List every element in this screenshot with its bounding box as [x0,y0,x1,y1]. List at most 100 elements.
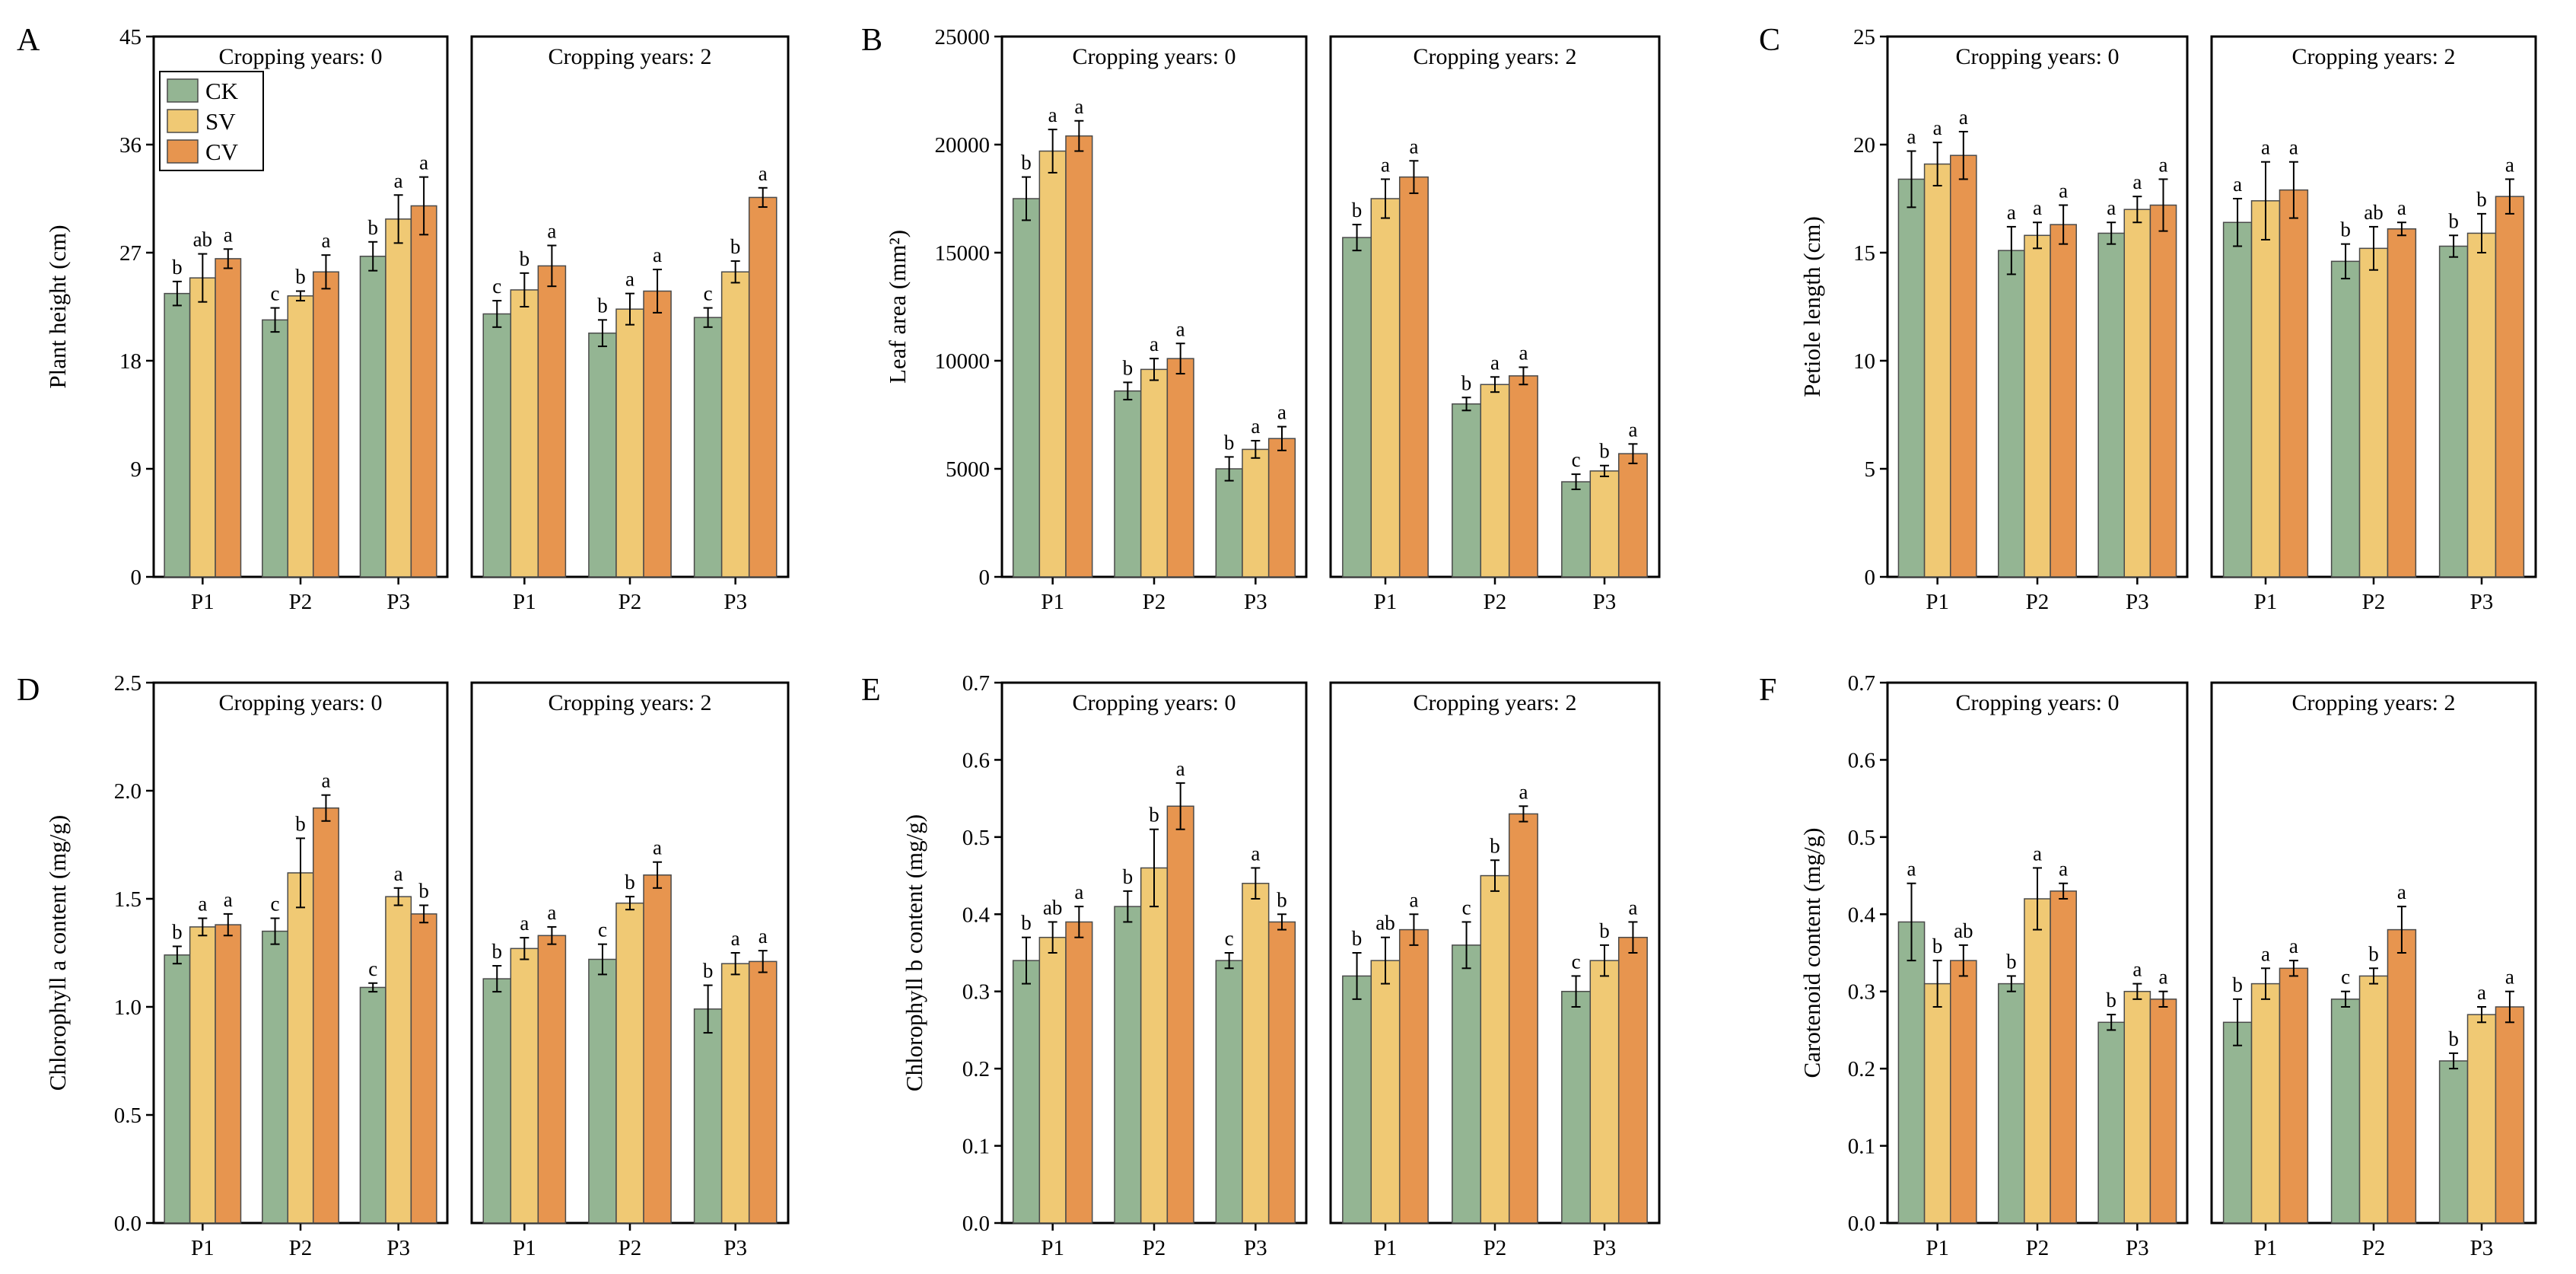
bar-cv [748,196,778,578]
significance-label: b [2448,209,2459,232]
bar-cv [2149,204,2177,578]
significance-label: a [419,151,428,174]
facet-title: Cropping years: 2 [1414,690,1577,715]
significance-label: c [1225,927,1234,950]
bar-ck [2097,1021,2126,1224]
bar-ck [1897,178,1926,578]
y-tick-label: 25 [1853,25,1875,49]
bar-ck [359,986,386,1224]
y-tick-label: 10 [1853,349,1875,374]
significance-label: b [295,265,306,288]
y-tick-label: 0.0 [1848,1212,1875,1236]
y-tick-label: 9 [131,457,142,482]
bar-sv [1923,163,1951,578]
y-tick-label: 5000 [946,457,990,482]
y-tick-label: 0.1 [1848,1135,1875,1159]
significance-label: c [704,282,713,305]
y-tick-label: 0 [1865,565,1876,590]
x-tick-label: P3 [724,1236,747,1260]
panel-letter: B [861,23,883,58]
y-tick-label: 20000 [935,133,991,158]
bar-sv [1038,150,1067,578]
bar-ck [1452,403,1482,578]
x-tick-label: P2 [1143,1236,1166,1260]
significance-label: b [2006,950,2017,973]
x-tick-label: P2 [619,590,642,614]
bar-cv [2050,890,2077,1224]
significance-label: b [1599,440,1610,463]
bar-cv [2279,189,2309,578]
y-tick-label: 0.4 [1848,903,1876,927]
bar-ck [164,292,191,578]
bar-cv [312,807,339,1224]
x-tick-label: P3 [2470,590,2494,614]
x-tick-label: P3 [1244,590,1267,614]
bar-cv [1508,813,1538,1224]
bar-cv [1398,176,1429,578]
y-tick-label: 15000 [935,241,991,266]
significance-label: a [224,888,233,911]
significance-label: a [394,169,403,192]
significance-label: a [1176,757,1185,780]
x-tick-label: P1 [1926,1236,1949,1260]
bar-ck [1114,390,1142,578]
significance-label: a [2397,881,2406,903]
x-tick-label: P3 [2126,1236,2149,1260]
significance-label: b [1277,888,1287,911]
bar-ck [164,954,191,1224]
bar-cv [1508,375,1538,578]
y-axis-label: Leaf area (mm²) [884,230,911,384]
y-tick-label: 0.0 [962,1212,990,1236]
y-axis-label: Carotenoid content (mg/g) [1798,828,1825,1078]
panel-f: F Carotenoid content (mg/g) 0.0 0.1 0.2 0.3 0.… [1759,671,2537,1260]
panel-b: B Leaf area (mm²) 0 5000 10000 15000 20000 2500… [861,23,1661,614]
legend: CK SV CV [159,71,264,171]
bar-sv [2466,1014,2497,1224]
bar-sv [2250,200,2281,578]
significance-label: a [2033,842,2042,865]
bar-cv [1166,805,1194,1224]
x-tick-label: P2 [1484,1236,1507,1260]
bar-sv [189,926,216,1224]
significance-label: a [2289,935,2298,957]
bar-sv [287,295,314,578]
y-tick-label: 0.6 [1848,748,1875,772]
y-tick-label: 20 [1853,133,1875,158]
significance-label: a [2158,966,2167,989]
significance-label: b [597,294,608,317]
y-tick-label: 0.7 [1848,671,1875,696]
y-axis-label: Chlorophyll a content (mg/g) [44,815,71,1091]
x-tick-label: P3 [2126,590,2149,614]
bar-cv [1166,358,1194,578]
significance-label: a [1277,401,1286,424]
bar-cv [1065,135,1093,578]
significance-label: c [492,275,501,298]
significance-label: ab [1375,912,1395,935]
panel-letter: D [17,673,40,708]
bar-ck [1897,921,1926,1224]
bar-cv [643,874,672,1224]
bar-ck [1561,990,1592,1224]
significance-label: c [1572,950,1581,973]
x-tick-label: P2 [1484,590,1507,614]
bar-sv [2358,975,2389,1224]
significance-label: b [2106,989,2116,1011]
bar-sv [720,271,750,578]
significance-label: b [2368,942,2379,965]
bar-sv [1480,874,1510,1224]
bar-cv [312,271,339,578]
significance-label: a [2505,966,2514,989]
legend-label-ck: CK [205,78,239,104]
bar-ck [1998,250,2025,578]
y-tick-label: 10000 [935,349,991,374]
bar-cv [1949,960,1977,1224]
x-tick-label: P2 [619,1236,642,1260]
bar-sv [1242,882,1270,1224]
significance-label: a [2261,136,2270,159]
significance-label: b [1461,371,1472,394]
significance-label: a [1519,342,1528,365]
bar-sv [385,218,412,578]
